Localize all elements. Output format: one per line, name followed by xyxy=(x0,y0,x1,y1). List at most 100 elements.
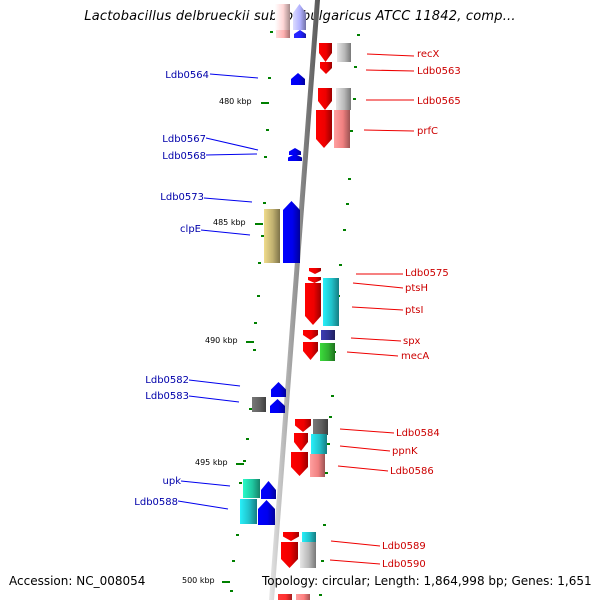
gene-arrow xyxy=(261,481,276,499)
scale-tick xyxy=(319,594,322,596)
gene-label[interactable]: ptsH xyxy=(405,283,428,294)
leader-line xyxy=(329,559,381,565)
scale-tick xyxy=(261,235,264,237)
gene-label[interactable]: Ldb0590 xyxy=(382,559,426,570)
leader-line xyxy=(366,53,415,57)
scale-label: 500 kbp xyxy=(182,576,215,585)
leader-line xyxy=(180,480,231,487)
scale-tick xyxy=(239,482,242,484)
gene-arrow xyxy=(291,73,305,85)
gene-label[interactable]: ppnK xyxy=(392,446,418,457)
gene-label[interactable]: spx xyxy=(403,336,421,347)
cds-feature xyxy=(264,209,280,263)
gene-arrow xyxy=(270,399,285,413)
gene-label[interactable]: Ldb0565 xyxy=(417,96,461,107)
scale-major-tick xyxy=(236,463,244,465)
leader-line xyxy=(363,129,415,132)
gene-label[interactable]: upk xyxy=(163,476,182,487)
gene-arrow xyxy=(289,148,301,155)
leader-line xyxy=(200,229,251,236)
cds-feature xyxy=(276,30,290,38)
gene-arrow xyxy=(291,452,308,476)
gene-label[interactable]: Ldb0583 xyxy=(145,391,189,402)
gene-label[interactable]: Ldb0568 xyxy=(162,151,206,162)
cds-feature xyxy=(240,499,257,524)
scale-tick xyxy=(264,156,267,158)
leader-line xyxy=(188,379,241,387)
scale-tick xyxy=(348,178,351,180)
gene-label[interactable]: recX xyxy=(417,49,440,60)
gene-label[interactable]: prfC xyxy=(417,126,438,137)
scale-tick xyxy=(339,264,342,266)
leader-line xyxy=(205,153,258,156)
cds-feature xyxy=(278,594,292,600)
cds-feature xyxy=(323,278,339,326)
cds-feature xyxy=(320,343,335,361)
gene-arrow xyxy=(320,62,332,74)
cds-feature xyxy=(311,434,327,454)
gene-arrow xyxy=(305,283,321,325)
scale-tick xyxy=(323,524,326,526)
scale-tick xyxy=(357,34,360,36)
leader-line xyxy=(350,337,402,342)
cds-feature xyxy=(321,330,335,340)
leader-line xyxy=(352,282,404,289)
gene-arrow xyxy=(303,330,318,340)
scale-label: 490 kbp xyxy=(205,336,238,345)
leader-line xyxy=(339,445,391,452)
gene-label[interactable]: Ldb0586 xyxy=(390,466,434,477)
scale-tick xyxy=(243,460,246,462)
scale-label: 485 kbp xyxy=(213,218,246,227)
leader-line xyxy=(351,306,404,311)
scale-label: 480 kbp xyxy=(219,97,252,106)
gene-label[interactable]: Ldb0573 xyxy=(160,192,204,203)
leader-line xyxy=(346,351,399,357)
gene-label[interactable]: Ldb0589 xyxy=(382,541,426,552)
gene-arrow xyxy=(271,382,286,397)
scale-tick xyxy=(354,66,357,68)
scale-tick xyxy=(270,31,273,33)
gene-label[interactable]: Ldb0563 xyxy=(417,66,461,77)
scale-tick xyxy=(230,590,233,592)
scale-major-tick xyxy=(261,102,269,104)
cds-feature xyxy=(336,88,351,110)
gene-label[interactable]: ptsI xyxy=(405,305,423,316)
gene-label[interactable]: Ldb0584 xyxy=(396,428,440,439)
gene-arrow xyxy=(303,342,318,360)
gene-label[interactable]: Ldb0588 xyxy=(134,497,178,508)
gene-arrow xyxy=(295,419,311,432)
scale-tick xyxy=(343,229,346,231)
scale-tick xyxy=(257,295,260,297)
gene-arrow xyxy=(288,154,302,161)
scale-major-tick xyxy=(255,223,263,225)
scale-tick xyxy=(254,322,257,324)
scale-tick xyxy=(327,443,330,445)
gene-arrow xyxy=(318,88,332,110)
leader-line xyxy=(205,137,259,151)
gene-arrow xyxy=(294,30,306,38)
gene-label[interactable]: mecA xyxy=(401,351,429,362)
cds-feature xyxy=(310,454,325,477)
gene-label[interactable]: Ldb0575 xyxy=(405,268,449,279)
gene-label[interactable]: Ldb0567 xyxy=(162,134,206,145)
gene-label[interactable]: clpE xyxy=(180,224,201,235)
gene-arrow xyxy=(293,4,306,30)
cds-feature xyxy=(334,110,350,148)
gene-label[interactable]: Ldb0564 xyxy=(165,70,209,81)
gene-label[interactable]: Ldb0582 xyxy=(145,375,189,386)
gene-arrow xyxy=(319,43,332,62)
scale-major-tick xyxy=(246,341,254,343)
leader-line xyxy=(177,500,229,510)
scale-tick xyxy=(246,438,249,440)
scale-major-tick xyxy=(222,581,230,583)
scale-tick xyxy=(232,560,235,562)
cds-feature xyxy=(296,594,310,600)
gene-arrow xyxy=(309,268,321,274)
accession-text: Accession: NC_008054 xyxy=(9,574,146,588)
scale-tick xyxy=(268,77,271,79)
leader-line xyxy=(339,428,395,434)
cds-feature xyxy=(302,532,316,542)
topology-text: Topology: circular; Length: 1,864,998 bp… xyxy=(262,574,592,588)
scale-tick xyxy=(253,349,256,351)
